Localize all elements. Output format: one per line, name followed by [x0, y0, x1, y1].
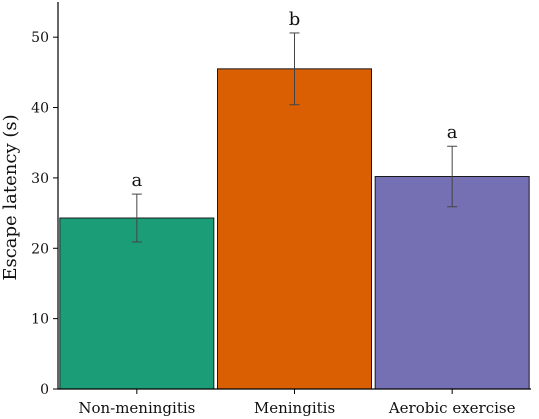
x-axis-ticks: Non-meningitis Meningitis Aerobic exercise: [78, 389, 516, 417]
x-tick-label: Meningitis: [254, 399, 335, 417]
y-axis-ticks: 0 10 20 30 40 50: [31, 30, 58, 398]
significance-label: b: [289, 9, 301, 30]
y-tick-label: 40: [31, 101, 49, 117]
y-tick-label: 10: [31, 312, 49, 328]
x-tick-label: Non-meningitis: [78, 399, 195, 417]
bar-aerobic-exercise: [374, 176, 530, 390]
bars: [59, 68, 530, 390]
significance-label: a: [447, 122, 458, 143]
y-axis-label: Escape latency (s): [0, 114, 21, 280]
error-bars: [131, 32, 458, 243]
significance-label: a: [131, 170, 142, 191]
y-tick-label: 0: [40, 382, 49, 398]
x-tick-label: Aerobic exercise: [388, 399, 516, 417]
significance-labels: a b a: [131, 9, 457, 191]
y-tick-label: 20: [31, 241, 49, 257]
y-tick-label: 50: [31, 30, 49, 46]
bar-non-meningitis: [59, 217, 215, 390]
bar-meningitis: [217, 68, 372, 390]
y-tick-label: 30: [31, 171, 49, 187]
plot-frame: [57, 2, 531, 390]
